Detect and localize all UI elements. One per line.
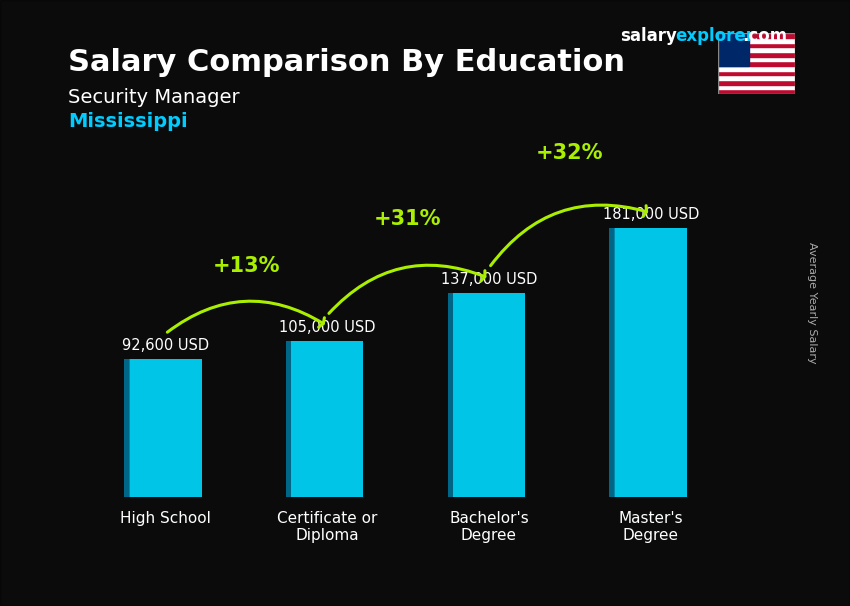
Bar (718, 33, 749, 66)
Bar (447, 293, 453, 497)
Text: Security Manager: Security Manager (68, 88, 240, 107)
Text: 105,000 USD: 105,000 USD (279, 320, 376, 335)
Text: +31%: +31% (374, 208, 442, 229)
Bar (718, 42, 795, 47)
Bar (718, 85, 795, 89)
Text: Mississippi: Mississippi (68, 112, 188, 131)
Bar (718, 80, 795, 85)
Bar (718, 75, 795, 80)
Text: Average Yearly Salary: Average Yearly Salary (807, 242, 817, 364)
Text: 181,000 USD: 181,000 USD (603, 207, 699, 222)
Bar (718, 38, 795, 42)
Bar (291, 341, 364, 497)
Bar (286, 341, 292, 497)
Bar (128, 359, 201, 497)
Text: .com: .com (742, 27, 787, 45)
Bar (718, 71, 795, 75)
Bar (128, 359, 201, 497)
Text: 92,600 USD: 92,600 USD (122, 338, 209, 353)
Bar (718, 89, 795, 94)
Bar (718, 33, 795, 38)
Bar (718, 47, 795, 52)
Bar (609, 228, 615, 497)
Bar (291, 341, 364, 497)
Text: explorer: explorer (676, 27, 755, 45)
Bar (452, 293, 525, 497)
Text: salary: salary (620, 27, 677, 45)
Bar (615, 228, 688, 497)
Text: +13%: +13% (212, 256, 280, 276)
Bar (718, 56, 795, 61)
Bar (615, 228, 688, 497)
Bar (718, 52, 795, 56)
Bar (718, 61, 795, 66)
Bar (124, 359, 129, 497)
Bar (718, 66, 795, 71)
Bar (452, 293, 525, 497)
Text: +32%: +32% (536, 143, 604, 164)
Text: Salary Comparison By Education: Salary Comparison By Education (68, 48, 625, 78)
Text: 137,000 USD: 137,000 USD (441, 272, 537, 287)
